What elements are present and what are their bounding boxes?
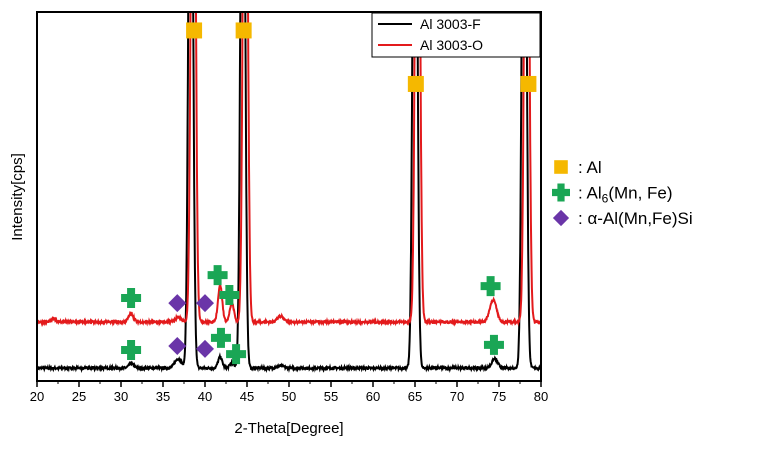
- al6-cross-marker: [219, 285, 240, 306]
- x-tick-label: 55: [324, 389, 338, 404]
- series-legend: Al 3003-F Al 3003-O: [371, 12, 541, 58]
- x-tick-label: 60: [366, 389, 380, 404]
- phase-legend-label: : α-Al(Mn,Fe)Si: [578, 209, 693, 228]
- x-tick-label: 30: [114, 389, 128, 404]
- al6-cross-marker: [121, 287, 142, 308]
- alpha-diamond-marker: [196, 294, 214, 313]
- phase-legend: : Al : Al6(Mn, Fe) : α-Al(Mn,Fe)Si: [552, 158, 693, 228]
- phase-legend-label: : Al6(Mn, Fe): [578, 184, 673, 206]
- x-tick-label: 25: [72, 389, 86, 404]
- series-line-0: [37, 12, 541, 374]
- al-square-marker: [186, 22, 203, 39]
- x-tick-label: 40: [198, 389, 212, 404]
- al6-cross-marker: [226, 344, 247, 365]
- x-tick-label: 70: [450, 389, 464, 404]
- x-axis-label: 2-Theta[Degree]: [234, 420, 343, 437]
- al6-cross-icon: [552, 183, 571, 202]
- x-tick-label: 45: [240, 389, 254, 404]
- y-axis-label: Intensity[cps]: [9, 153, 26, 241]
- al6-cross-marker: [121, 340, 142, 361]
- alpha-diamond-marker: [168, 294, 187, 313]
- al6-cross-marker: [480, 276, 501, 297]
- x-tick-label: 35: [156, 389, 170, 404]
- al6-cross-marker: [483, 334, 504, 355]
- alpha-diamond-marker: [168, 336, 187, 355]
- alpha-diamond-icon: [552, 209, 570, 227]
- al-square-marker: [235, 22, 252, 39]
- al-square-icon: [554, 160, 568, 174]
- x-tick-label: 80: [534, 389, 548, 404]
- phase-legend-label: : Al: [578, 158, 602, 177]
- legend-label-f: Al 3003-F: [420, 16, 481, 32]
- al-square-marker: [520, 75, 537, 92]
- al6-cross-marker: [207, 265, 228, 286]
- legend-label-o: Al 3003-O: [420, 37, 483, 53]
- x-tick-label: 50: [282, 389, 296, 404]
- series-line-1: [37, 12, 541, 327]
- x-tick-label: 65: [408, 389, 422, 404]
- x-tick-label: 75: [492, 389, 506, 404]
- alpha-diamond-marker: [196, 339, 214, 358]
- al6-cross-marker: [210, 327, 231, 348]
- al-square-marker: [407, 75, 424, 92]
- x-tick-label: 20: [30, 389, 44, 404]
